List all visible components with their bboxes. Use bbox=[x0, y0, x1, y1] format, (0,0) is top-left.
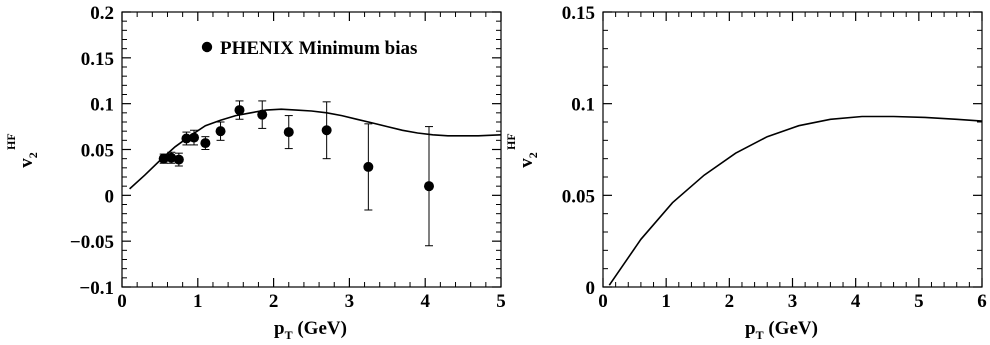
x-tick-label: 0 bbox=[598, 291, 608, 312]
data-point bbox=[215, 126, 226, 137]
x-tick-label: 3 bbox=[345, 291, 355, 312]
legend-label: PHENIX Minimum bias bbox=[220, 38, 417, 59]
right-tick-labels: 0 1 2 3 4 5 6 0 0.05 0.1 0.15 bbox=[562, 3, 987, 312]
svg-text:v2: v2 bbox=[516, 152, 540, 168]
right-marks bbox=[608, 115, 983, 286]
y-tick-label: 0.1 bbox=[571, 95, 595, 116]
y-tick-label: 0 bbox=[586, 278, 596, 299]
left-tick-labels: 0 1 2 3 4 5 −0.1 −0.05 0 0.05 0.1 0.15 0.2 bbox=[70, 3, 506, 312]
y-tick-label: 0.2 bbox=[90, 3, 114, 24]
y-tick-label: 0.1 bbox=[90, 95, 114, 116]
x-tick-label: 5 bbox=[914, 291, 924, 312]
left-y-axis-label: v2 HF bbox=[4, 133, 40, 167]
theory-curve bbox=[608, 115, 983, 286]
right-plot-frame bbox=[602, 11, 983, 288]
y-tick-label: 0.15 bbox=[81, 49, 114, 70]
y-tick-label: 0.05 bbox=[562, 186, 595, 207]
data-point bbox=[200, 138, 211, 149]
theory-curve bbox=[129, 108, 502, 190]
x-tick-label: 4 bbox=[851, 291, 861, 312]
x-tick-label: 1 bbox=[661, 291, 671, 312]
x-tick-label: 6 bbox=[977, 291, 987, 312]
data-point bbox=[166, 152, 177, 163]
left-panel: 0 1 2 3 4 5 −0.1 −0.05 0 0.05 0.1 0.15 0.2 PHENIX Mi… bbox=[4, 3, 506, 342]
y-tick-label: 0.15 bbox=[562, 3, 595, 24]
data-point bbox=[257, 109, 268, 120]
left-marks bbox=[129, 100, 502, 247]
y-tick-label: −0.1 bbox=[79, 278, 114, 299]
legend-marker bbox=[201, 41, 213, 53]
x-tick-label: 5 bbox=[496, 291, 506, 312]
x-tick-label: 3 bbox=[788, 291, 798, 312]
x-tick-label: 1 bbox=[193, 291, 203, 312]
data-point bbox=[173, 154, 184, 165]
right-y-axis-label: v2 HF bbox=[504, 133, 540, 167]
right-ticks bbox=[602, 11, 983, 288]
data-point bbox=[283, 127, 294, 138]
svg-text:HF: HF bbox=[4, 133, 18, 150]
y-tick-label: 0 bbox=[105, 186, 115, 207]
right-panel: 0 1 2 3 4 5 6 0 0.05 0.1 0.15 pT (GeV) v2 HF bbox=[504, 3, 987, 342]
x-tick-label: 0 bbox=[117, 291, 127, 312]
y-tick-label: 0.05 bbox=[81, 141, 114, 162]
data-point bbox=[321, 125, 332, 136]
data-point bbox=[158, 153, 169, 164]
left-ticks bbox=[121, 11, 502, 288]
x-tick-label: 2 bbox=[269, 291, 279, 312]
left-x-axis-label: pT (GeV) bbox=[274, 318, 347, 342]
x-tick-label: 4 bbox=[420, 291, 430, 312]
data-point bbox=[363, 161, 374, 172]
svg-text:v2: v2 bbox=[16, 152, 40, 168]
y-tick-label: −0.05 bbox=[70, 232, 114, 253]
x-tick-label: 2 bbox=[725, 291, 735, 312]
right-x-axis-label: pT (GeV) bbox=[745, 318, 818, 342]
left-legend: PHENIX Minimum bias bbox=[201, 38, 417, 59]
svg-text:HF: HF bbox=[504, 133, 518, 150]
data-point bbox=[423, 181, 434, 192]
data-point bbox=[234, 105, 245, 116]
